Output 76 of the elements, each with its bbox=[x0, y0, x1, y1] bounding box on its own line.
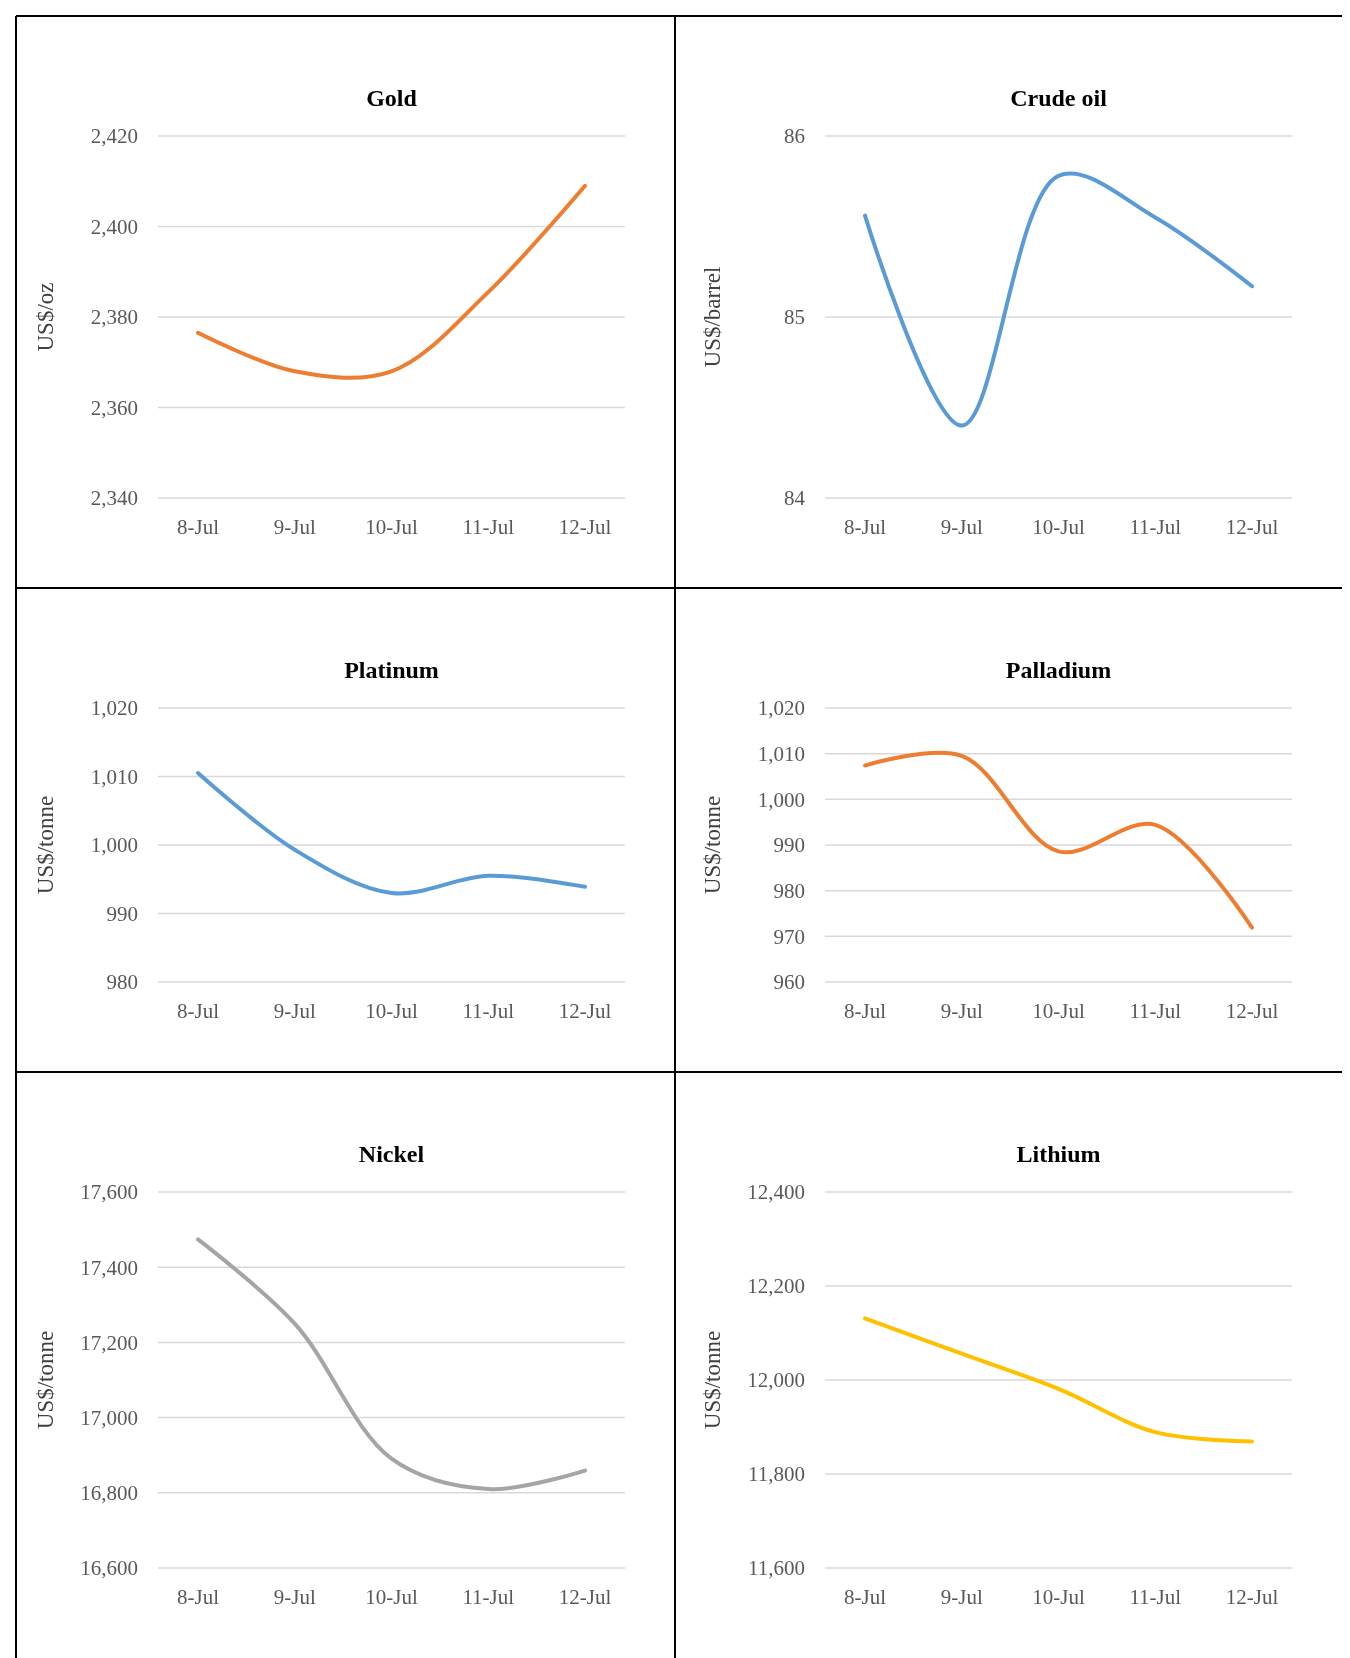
x-tick-label: 8-Jul bbox=[177, 999, 220, 1023]
x-tick-label: 10-Jul bbox=[1032, 999, 1085, 1023]
y-tick-label: 1,010 bbox=[757, 742, 805, 767]
y-tick-label: 86 bbox=[784, 124, 805, 149]
y-tick-label: 12,000 bbox=[747, 1368, 805, 1393]
x-tick-label: 12-Jul bbox=[558, 999, 612, 1023]
line-series bbox=[863, 1316, 1254, 1444]
y-axis-title: US$/tonne bbox=[33, 795, 58, 895]
chart-title: Crude oil bbox=[1010, 85, 1108, 111]
x-tick-label: 9-Jul bbox=[940, 999, 983, 1023]
y-tick-label: 85 bbox=[784, 305, 805, 330]
x-tick-label: 12-Jul bbox=[1225, 515, 1279, 539]
y-tick-label: 2,340 bbox=[90, 486, 138, 511]
x-tick-label: 11-Jul bbox=[462, 1585, 515, 1609]
y-tick-label: 980 bbox=[106, 970, 138, 995]
x-tick-label: 11-Jul bbox=[1129, 515, 1182, 539]
y-tick-label: 2,420 bbox=[90, 124, 138, 149]
y-tick-label: 1,020 bbox=[757, 696, 805, 721]
chart-title: Nickel bbox=[358, 1141, 425, 1167]
x-tick-label: 8-Jul bbox=[177, 1585, 220, 1609]
x-tick-label: 8-Jul bbox=[177, 515, 220, 539]
chart-title: Gold bbox=[366, 85, 418, 111]
x-tick-label: 8-Jul bbox=[844, 1585, 887, 1609]
chart-title: Platinum bbox=[344, 657, 439, 683]
x-tick-label: 10-Jul bbox=[365, 1585, 418, 1609]
line-series bbox=[196, 771, 587, 896]
x-tick-label: 10-Jul bbox=[1032, 515, 1085, 539]
x-tick-label: 10-Jul bbox=[1032, 1585, 1085, 1609]
y-tick-label: 2,360 bbox=[90, 395, 138, 420]
x-tick-label: 9-Jul bbox=[273, 999, 316, 1023]
y-tick-label: 12,400 bbox=[747, 1180, 805, 1205]
y-axis-title: US$/barrel bbox=[700, 266, 725, 368]
y-axis-title: US$/tonne bbox=[700, 795, 725, 895]
y-tick-label: 990 bbox=[773, 833, 805, 858]
y-tick-label: 17,000 bbox=[80, 1405, 138, 1430]
chart-title: Lithium bbox=[1016, 1141, 1101, 1167]
y-tick-label: 16,800 bbox=[80, 1481, 138, 1506]
y-axis-title: US$/oz bbox=[33, 282, 58, 352]
x-tick-label: 12-Jul bbox=[1225, 999, 1279, 1023]
x-tick-label: 12-Jul bbox=[558, 515, 612, 539]
y-tick-label: 990 bbox=[106, 901, 138, 926]
y-tick-label: 980 bbox=[773, 879, 805, 904]
y-axis-title: US$/tonne bbox=[33, 1330, 58, 1430]
x-tick-label: 12-Jul bbox=[1225, 1585, 1279, 1609]
x-tick-label: 8-Jul bbox=[844, 515, 887, 539]
x-tick-label: 9-Jul bbox=[273, 1585, 316, 1609]
y-tick-label: 17,200 bbox=[80, 1330, 138, 1355]
y-tick-label: 17,400 bbox=[80, 1255, 138, 1280]
y-tick-label: 16,600 bbox=[80, 1556, 138, 1581]
y-tick-label: 1,000 bbox=[757, 787, 805, 812]
y-tick-label: 1,000 bbox=[90, 833, 138, 858]
x-tick-label: 9-Jul bbox=[273, 515, 316, 539]
y-tick-label: 2,380 bbox=[90, 305, 138, 330]
y-tick-label: 11,600 bbox=[748, 1556, 805, 1581]
x-tick-label: 11-Jul bbox=[462, 999, 515, 1023]
x-tick-label: 12-Jul bbox=[558, 1585, 612, 1609]
x-tick-label: 9-Jul bbox=[940, 515, 983, 539]
y-tick-label: 17,600 bbox=[80, 1180, 138, 1205]
y-tick-label: 2,400 bbox=[90, 214, 138, 239]
y-tick-label: 84 bbox=[784, 486, 806, 511]
chart-title: Palladium bbox=[1005, 657, 1112, 683]
x-tick-label: 8-Jul bbox=[844, 999, 887, 1023]
line-series bbox=[196, 1237, 587, 1492]
y-tick-label: 960 bbox=[773, 970, 805, 995]
x-tick-label: 10-Jul bbox=[365, 999, 418, 1023]
x-tick-label: 11-Jul bbox=[1129, 999, 1182, 1023]
y-axis-title: US$/tonne bbox=[700, 1330, 725, 1430]
x-tick-label: 11-Jul bbox=[462, 515, 515, 539]
x-tick-label: 9-Jul bbox=[940, 1585, 983, 1609]
x-tick-label: 10-Jul bbox=[365, 515, 418, 539]
x-tick-label: 11-Jul bbox=[1129, 1585, 1182, 1609]
y-tick-label: 1,010 bbox=[90, 764, 138, 789]
y-tick-label: 12,200 bbox=[747, 1274, 805, 1299]
y-tick-label: 1,020 bbox=[90, 696, 138, 721]
y-tick-label: 11,800 bbox=[748, 1462, 805, 1487]
y-tick-label: 970 bbox=[773, 924, 805, 949]
